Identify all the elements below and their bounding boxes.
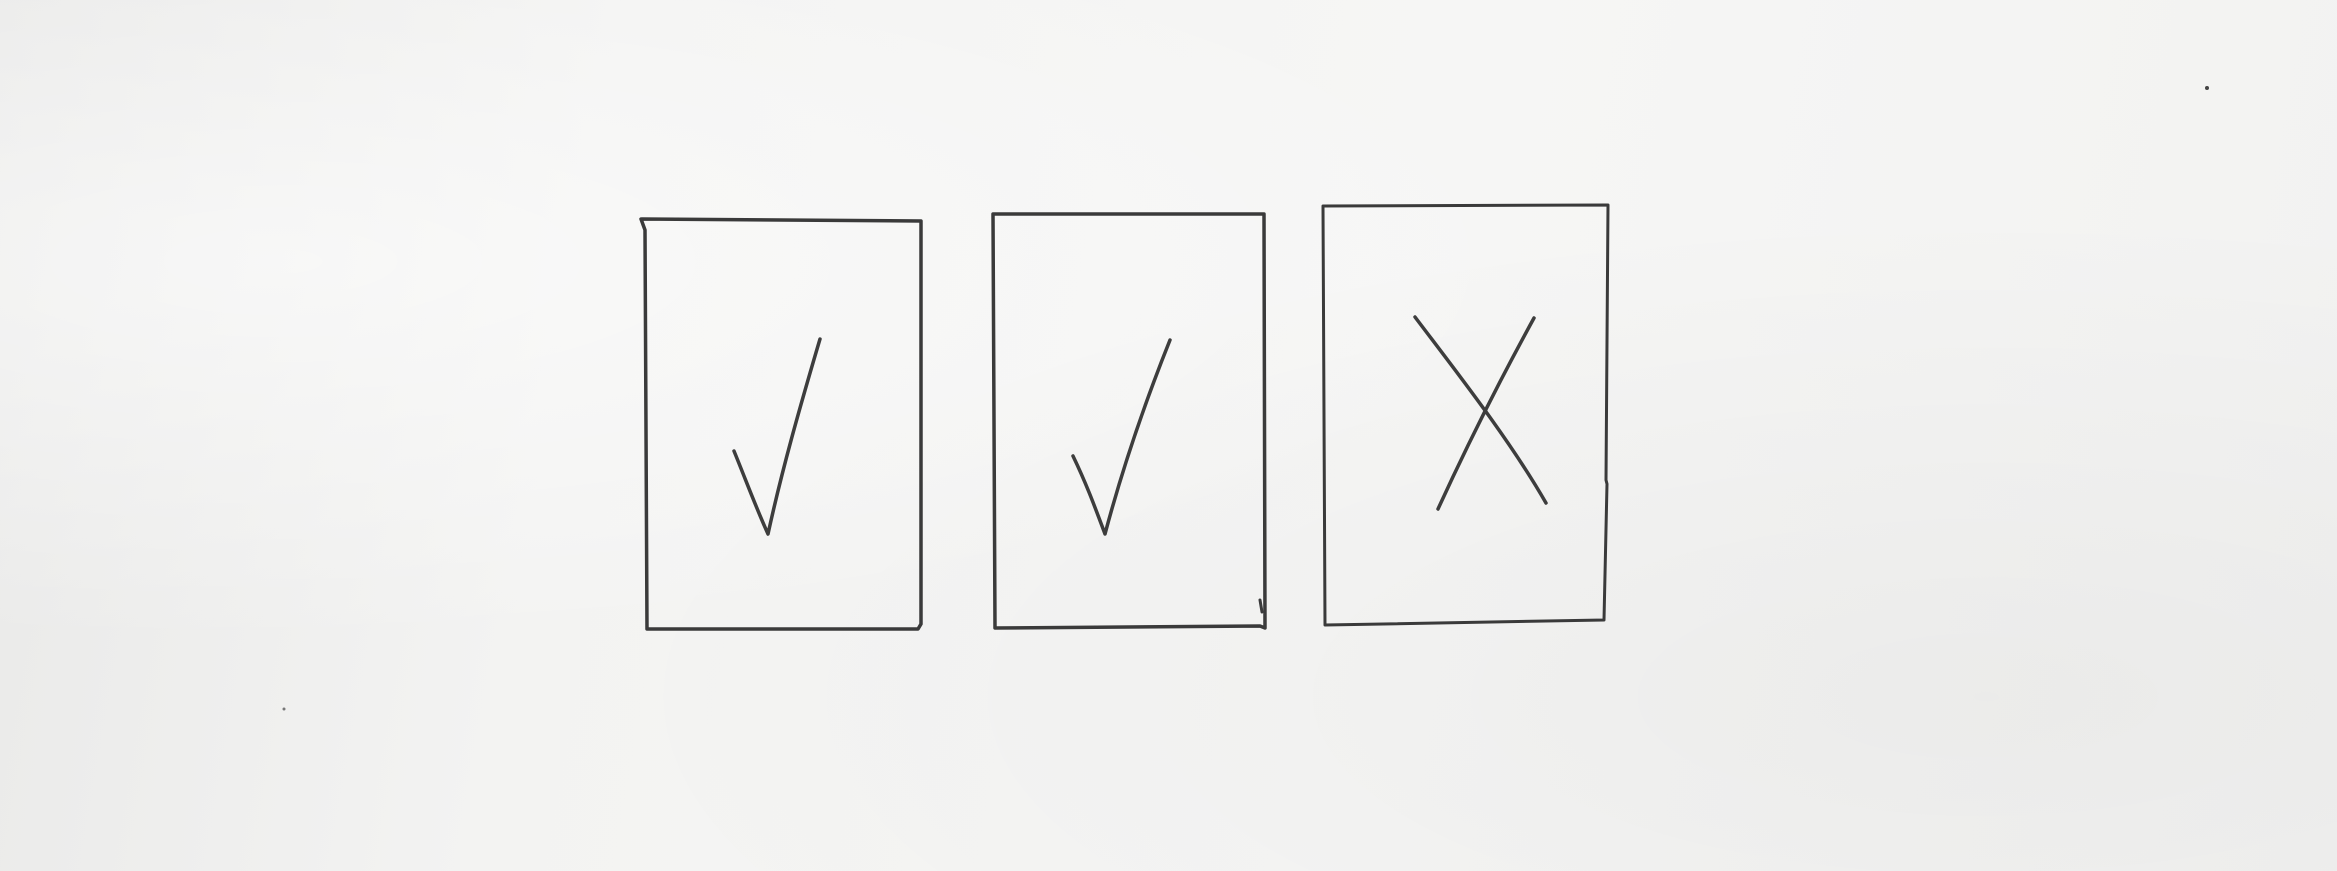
x-mark-icon-stroke-2	[1436, 316, 1536, 511]
box-1	[639, 217, 923, 631]
box-2-outline-tick	[1258, 598, 1264, 614]
box-2-outline	[991, 212, 1267, 630]
check-mark-icon	[732, 337, 822, 536]
paper-speck	[282, 707, 286, 711]
x-mark-icon	[1413, 315, 1548, 505]
box-2	[991, 212, 1267, 630]
paper-speck	[2205, 86, 2209, 90]
box-3	[1321, 203, 1610, 627]
box-3-outline	[1321, 203, 1610, 627]
check-mark-icon	[1071, 338, 1172, 536]
box-1-outline	[639, 217, 923, 631]
